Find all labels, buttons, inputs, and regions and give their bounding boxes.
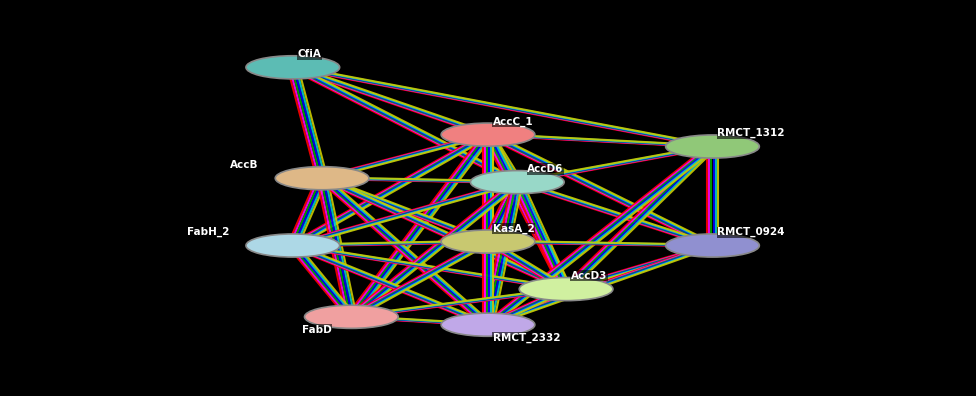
- Ellipse shape: [470, 171, 564, 194]
- Text: AccD6: AccD6: [527, 164, 563, 174]
- Text: AccC_1: AccC_1: [493, 116, 534, 127]
- Ellipse shape: [246, 56, 340, 79]
- Ellipse shape: [441, 123, 535, 146]
- Text: FabD: FabD: [303, 325, 332, 335]
- Text: RMCT_2332: RMCT_2332: [493, 333, 560, 343]
- Ellipse shape: [519, 278, 613, 301]
- Text: CfiA: CfiA: [298, 49, 321, 59]
- Text: FabH_2: FabH_2: [187, 227, 229, 238]
- Ellipse shape: [666, 234, 759, 257]
- Text: AccD3: AccD3: [571, 271, 607, 281]
- Ellipse shape: [305, 305, 398, 328]
- Ellipse shape: [441, 230, 535, 253]
- Ellipse shape: [246, 234, 340, 257]
- Ellipse shape: [441, 313, 535, 336]
- Text: RMCT_1312: RMCT_1312: [717, 128, 785, 139]
- Text: AccB: AccB: [230, 160, 259, 170]
- Text: KasA_2: KasA_2: [493, 223, 535, 234]
- Ellipse shape: [666, 135, 759, 158]
- Text: RMCT_0924: RMCT_0924: [717, 227, 785, 238]
- Ellipse shape: [275, 167, 369, 190]
